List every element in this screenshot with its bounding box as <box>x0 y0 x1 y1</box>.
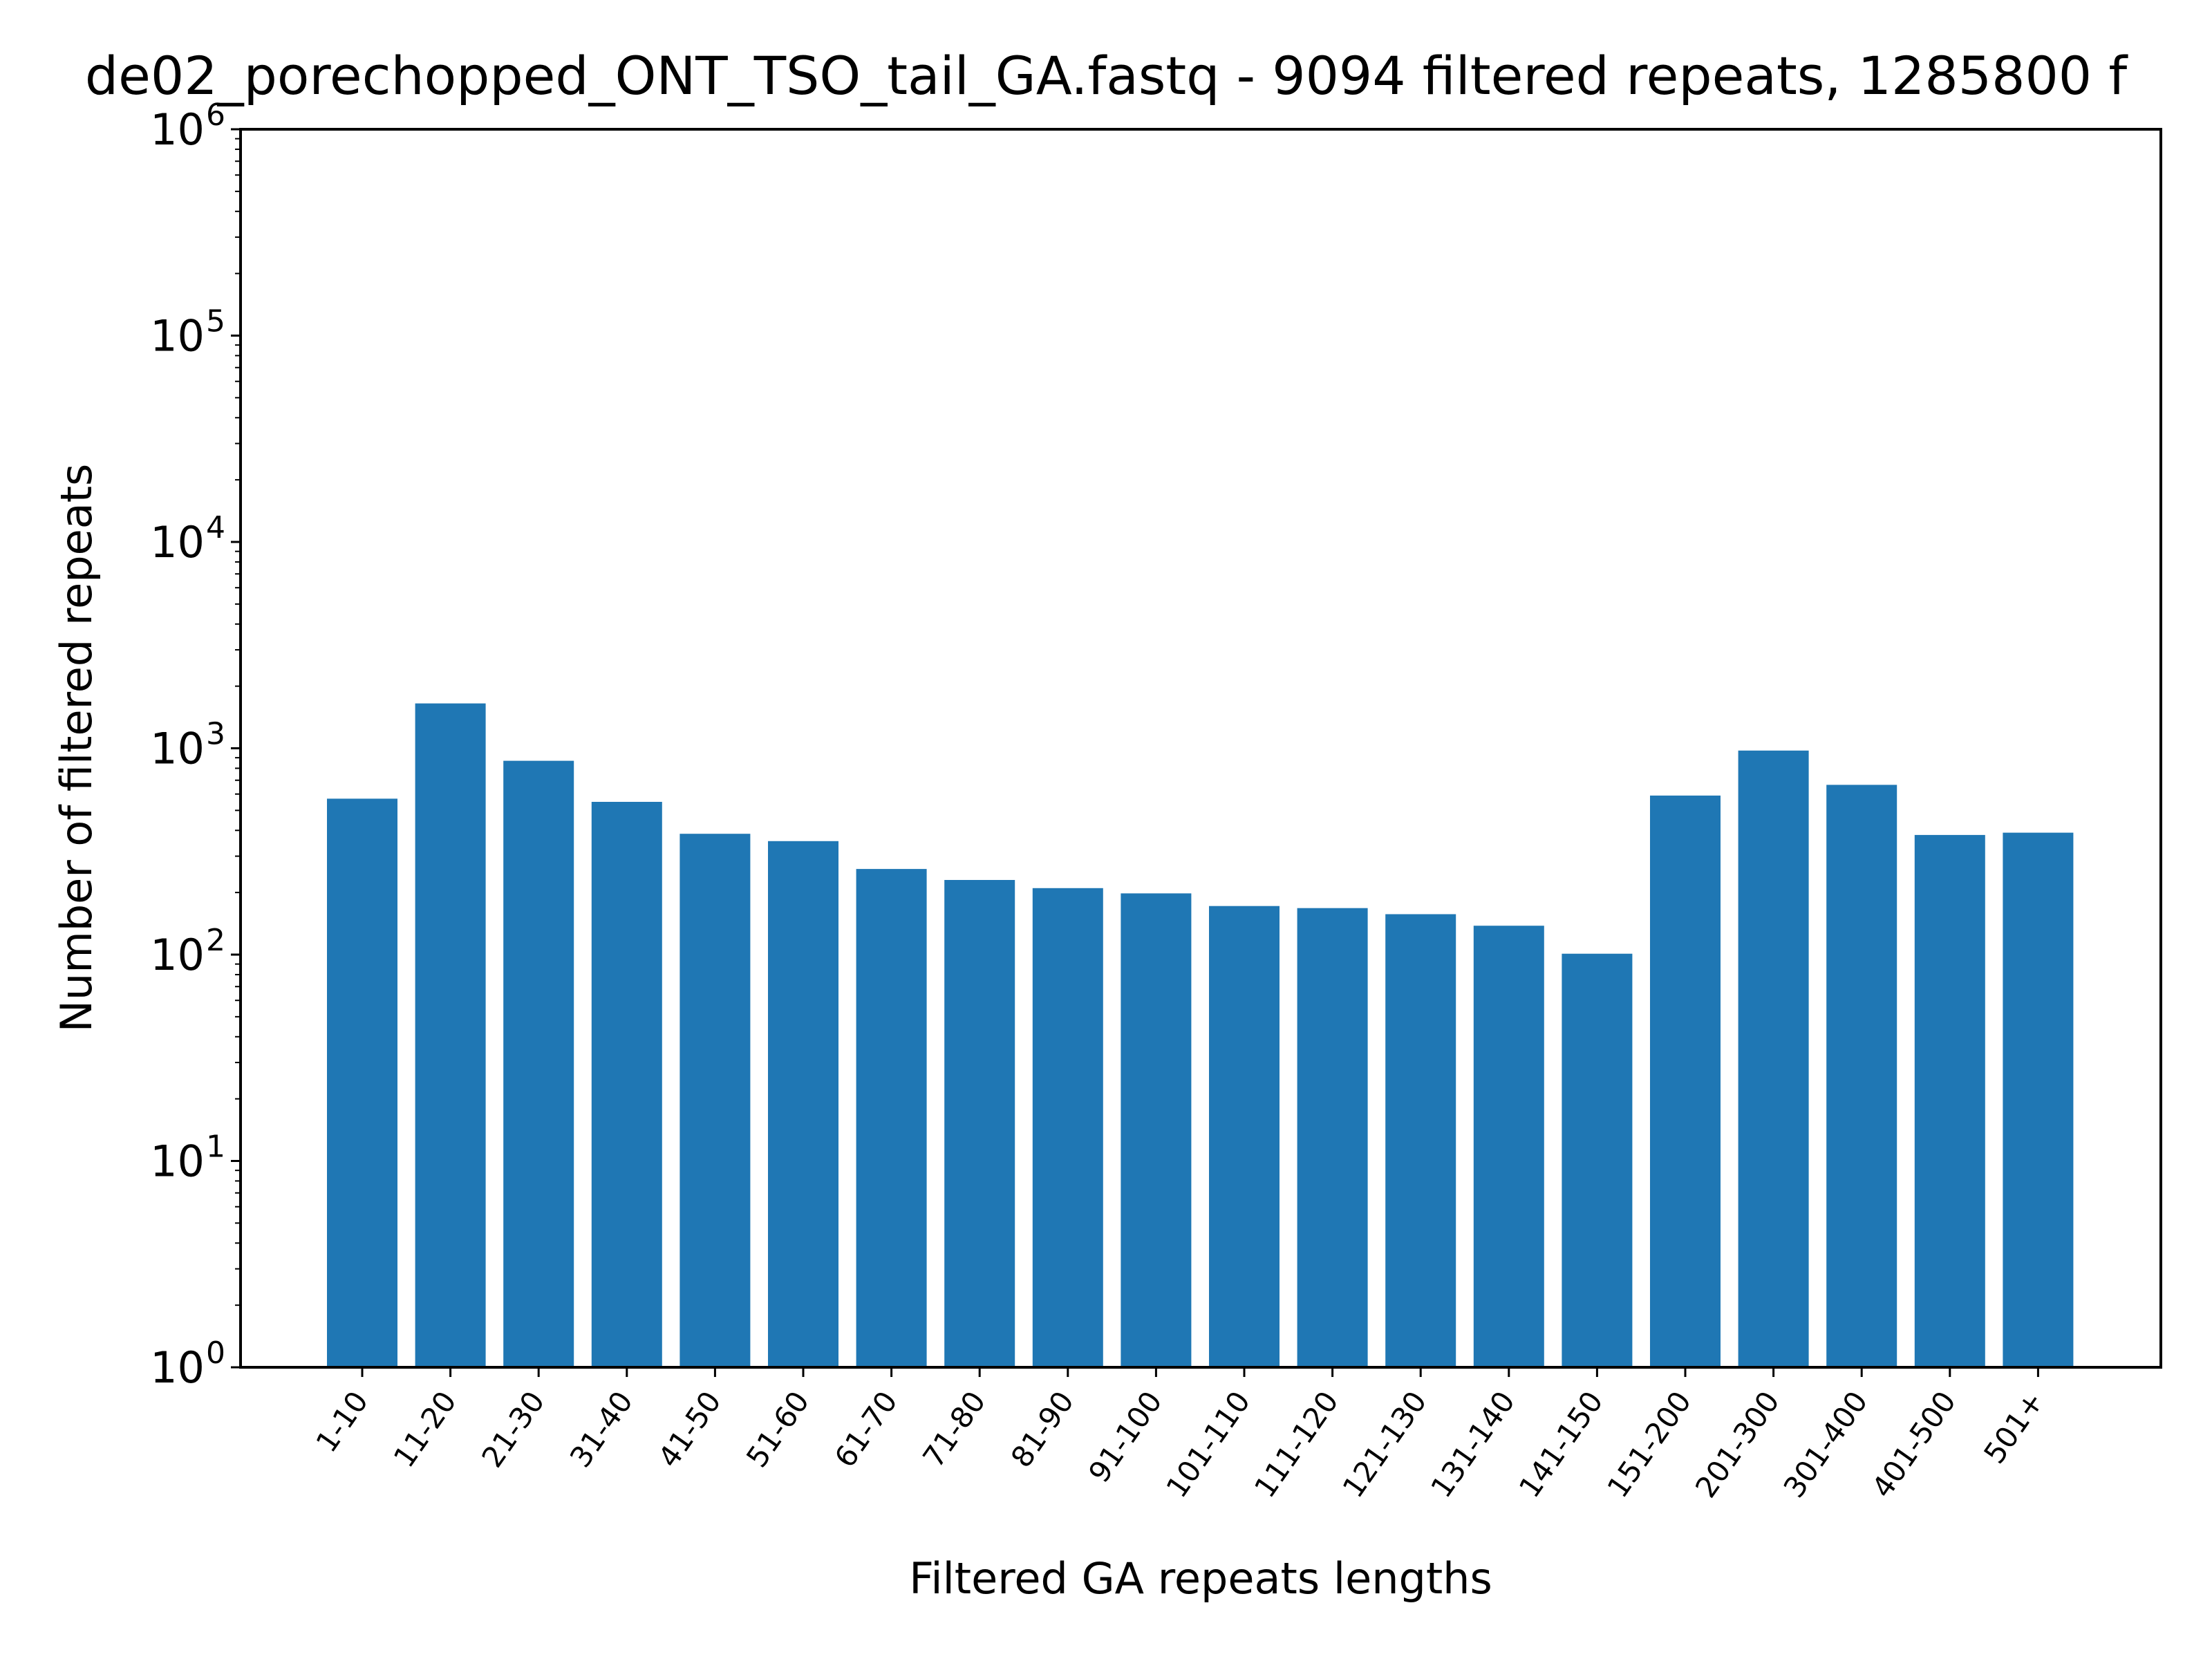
x-tick-label: 71-80 <box>916 1385 992 1474</box>
y-tick-exponent: 1 <box>206 1130 225 1165</box>
bar-81-90 <box>1032 888 1103 1367</box>
bar-131-140 <box>1473 926 1544 1367</box>
x-tick-label: 101-110 <box>1159 1385 1257 1504</box>
x-tick-label: 1-10 <box>309 1385 375 1459</box>
bar-51-60 <box>768 841 838 1367</box>
bar-71-80 <box>944 880 1015 1367</box>
x-tick-label: 131-140 <box>1424 1385 1521 1504</box>
bar-61-70 <box>856 869 927 1367</box>
y-tick-exponent: 4 <box>206 510 225 545</box>
x-tick-label: 81-90 <box>1004 1385 1080 1474</box>
y-tick-exponent: 3 <box>206 717 225 752</box>
y-tick-label: 10 <box>150 1342 205 1393</box>
bar-41-50 <box>679 834 751 1367</box>
y-tick-label: 10 <box>150 930 205 980</box>
x-tick-label: 111-120 <box>1248 1385 1345 1504</box>
x-tick-label: 121-130 <box>1336 1385 1434 1504</box>
bar-141-150 <box>1562 953 1633 1367</box>
bar-11-20 <box>415 703 486 1367</box>
bar-31-40 <box>591 802 662 1367</box>
bar-201-300 <box>1738 750 1809 1367</box>
x-tick-label: 141-150 <box>1512 1385 1610 1504</box>
x-tick-label: 301-400 <box>1777 1385 1875 1504</box>
y-tick-label: 10 <box>150 104 205 155</box>
x-tick-label: 401-500 <box>1865 1385 1962 1504</box>
bars-group <box>327 703 2074 1367</box>
y-tick-label: 10 <box>150 724 205 774</box>
x-tick-label: 21-30 <box>475 1385 551 1474</box>
plot-frame <box>239 128 2162 1369</box>
x-tick-label: 51-60 <box>740 1385 816 1474</box>
y-tick-exponent: 6 <box>206 97 225 133</box>
y-tick-exponent: 2 <box>206 923 225 958</box>
bar-121-130 <box>1385 914 1456 1367</box>
x-axis: 1-10 11-20 21-30 31-40 41-50 51-60 61-70 71-80 8… <box>309 1367 2051 1504</box>
chart-title: de02_porechopped_ONT_TSO_tail_GA.fastq -… <box>85 45 2128 106</box>
bar-501+ <box>2003 832 2074 1367</box>
bar-21-30 <box>503 760 574 1367</box>
x-tick-label: 31-40 <box>563 1385 639 1474</box>
bar-1-10 <box>327 798 397 1367</box>
x-tick-label: 41-50 <box>651 1385 727 1474</box>
x-tick-label: 11-20 <box>387 1385 463 1474</box>
bar-301-400 <box>1826 785 1897 1367</box>
x-tick-label: 91-100 <box>1082 1385 1168 1489</box>
y-tick-exponent: 0 <box>206 1335 225 1371</box>
x-tick-label: 61-70 <box>828 1385 904 1474</box>
x-axis-label: Filtered GA repeats lengths <box>909 1553 1492 1604</box>
y-axis-label: Number of filtered repeats <box>51 464 102 1033</box>
y-tick-label: 10 <box>150 1136 205 1187</box>
y-tick-label: 10 <box>150 517 205 568</box>
y-tick-label: 10 <box>150 311 205 362</box>
bar-151-200 <box>1650 795 1721 1367</box>
bar-101-110 <box>1209 906 1280 1367</box>
bar-91-100 <box>1121 893 1192 1367</box>
x-tick-label: 201-300 <box>1689 1385 1786 1504</box>
x-tick-label: 501+ <box>1977 1385 2050 1470</box>
bar-111-120 <box>1297 908 1368 1367</box>
y-tick-exponent: 5 <box>206 304 225 339</box>
bar-401-500 <box>1914 834 1985 1367</box>
x-tick-label: 151-200 <box>1600 1385 1698 1504</box>
